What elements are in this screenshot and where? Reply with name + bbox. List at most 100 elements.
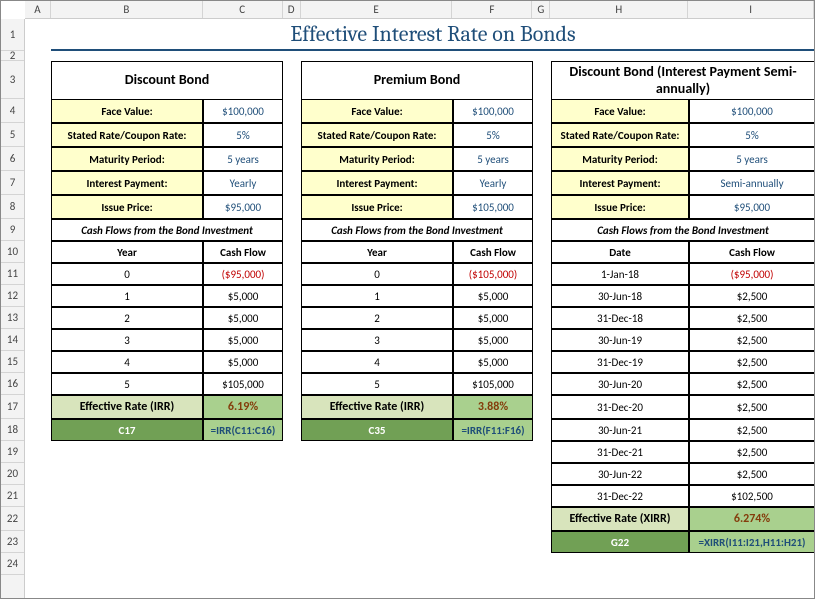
semi-formula[interactable]: =XIRR(I11:I21,H11:H21) [689, 531, 815, 553]
semi-cf-period[interactable]: 31-Dec-22 [551, 485, 689, 507]
discount-prop-value[interactable]: $95,000 [203, 195, 283, 219]
row-header-10[interactable]: 10 [1, 241, 24, 263]
discount-cf-period[interactable]: 2 [51, 307, 203, 329]
semi-cf-value[interactable]: $2,500 [689, 373, 815, 395]
premium-prop-value[interactable]: $100,000 [453, 99, 533, 123]
semi-cf-value[interactable]: $2,500 [689, 419, 815, 441]
discount-cf-value[interactable]: ($95,000) [203, 263, 283, 285]
discount-cf-period[interactable]: 0 [51, 263, 203, 285]
col-header-F[interactable]: F [452, 1, 532, 18]
semi-cf-value[interactable]: $2,500 [689, 395, 815, 419]
row-header-15[interactable]: 15 [1, 351, 24, 373]
semi-cf-period[interactable]: 31-Dec-18 [551, 307, 689, 329]
discount-cf-value[interactable]: $5,000 [203, 351, 283, 373]
semi-cf-period[interactable]: 31-Dec-19 [551, 351, 689, 373]
row-header-13[interactable]: 13 [1, 307, 24, 329]
row-header-20[interactable]: 20 [1, 463, 24, 485]
semi-cf-value[interactable]: $2,500 [689, 285, 815, 307]
row-header-22[interactable]: 22 [1, 507, 24, 531]
col-header-G[interactable]: G [532, 1, 550, 18]
grid-area[interactable]: Effective Interest Rate on BondsDiscount… [25, 19, 814, 598]
semi-prop-value[interactable]: 5% [689, 123, 815, 147]
row-header-14[interactable]: 14 [1, 329, 24, 351]
row-header-5[interactable]: 5 [1, 123, 24, 147]
row-header-7[interactable]: 7 [1, 171, 24, 195]
premium-cf-value[interactable]: $5,000 [453, 329, 533, 351]
semi-cf-period[interactable]: 30-Jun-19 [551, 329, 689, 351]
semi-cf-value[interactable]: $2,500 [689, 351, 815, 373]
semi-prop-value[interactable]: Semi-annually [689, 171, 815, 195]
semi-cf-period[interactable]: 1-Jan-18 [551, 263, 689, 285]
premium-cf-period[interactable]: 1 [301, 285, 453, 307]
premium-cf-value[interactable]: ($105,000) [453, 263, 533, 285]
discount-prop-value[interactable]: 5% [203, 123, 283, 147]
semi-cf-period[interactable]: 30-Jun-18 [551, 285, 689, 307]
semi-prop-value[interactable]: $100,000 [689, 99, 815, 123]
col-header-B[interactable]: B [51, 1, 203, 18]
premium-cf-period[interactable]: 0 [301, 263, 453, 285]
row-header-11[interactable]: 11 [1, 263, 24, 285]
row-header-19[interactable]: 19 [1, 441, 24, 463]
semi-cf-period[interactable]: 30-Jun-21 [551, 419, 689, 441]
premium-prop-value[interactable]: 5 years [453, 147, 533, 171]
premium-prop-value[interactable]: $105,000 [453, 195, 533, 219]
discount-cf-value[interactable]: $5,000 [203, 285, 283, 307]
col-header-A[interactable]: A [25, 1, 51, 18]
semi-cf-period[interactable]: 31-Dec-21 [551, 441, 689, 463]
premium-formula[interactable]: =IRR(F11:F16) [453, 419, 533, 441]
discount-prop-value[interactable]: Yearly [203, 171, 283, 195]
premium-cf-value[interactable]: $5,000 [453, 307, 533, 329]
row-header-23[interactable]: 23 [1, 531, 24, 553]
premium-prop-value[interactable]: 5% [453, 123, 533, 147]
discount-cf-period[interactable]: 1 [51, 285, 203, 307]
row-header-4[interactable]: 4 [1, 99, 24, 123]
row-header-9[interactable]: 9 [1, 219, 24, 241]
semi-cf-value[interactable]: $2,500 [689, 329, 815, 351]
col-header-H[interactable]: H [550, 1, 688, 18]
discount-cf-value[interactable]: $5,000 [203, 329, 283, 351]
semi-cf-period[interactable]: 30-Jun-20 [551, 373, 689, 395]
premium-cf-value[interactable]: $5,000 [453, 351, 533, 373]
semi-cf-value[interactable]: $2,500 [689, 463, 815, 485]
row-header-2[interactable]: 2 [1, 51, 24, 61]
row-header-21[interactable]: 21 [1, 485, 24, 507]
discount-cf-value[interactable]: $5,000 [203, 307, 283, 329]
discount-cf-period[interactable]: 5 [51, 373, 203, 395]
row-header-8[interactable]: 8 [1, 195, 24, 219]
discount-prop-value[interactable]: 5 years [203, 147, 283, 171]
discount-cf-period[interactable]: 4 [51, 351, 203, 373]
semi-prop-value[interactable]: $95,000 [689, 195, 815, 219]
semi-cf-period[interactable]: 31-Dec-20 [551, 395, 689, 419]
col-header-I[interactable]: I [688, 1, 814, 18]
semi-cf-period[interactable]: 30-Jun-22 [551, 463, 689, 485]
premium-cf-period[interactable]: 5 [301, 373, 453, 395]
premium-cf-value[interactable]: $5,000 [453, 285, 533, 307]
row-header-18[interactable]: 18 [1, 419, 24, 441]
row-header-1[interactable]: 1 [1, 19, 24, 51]
semi-cf-value[interactable]: $2,500 [689, 307, 815, 329]
row-header-16[interactable]: 16 [1, 373, 24, 395]
discount-prop-value[interactable]: $100,000 [203, 99, 283, 123]
semi-cf-value[interactable]: $102,500 [689, 485, 815, 507]
row-header-12[interactable]: 12 [1, 285, 24, 307]
discount-cf-value[interactable]: $105,000 [203, 373, 283, 395]
row-header-24[interactable]: 24 [1, 553, 24, 575]
semi-prop-value[interactable]: 5 years [689, 147, 815, 171]
premium-cf-period[interactable]: 4 [301, 351, 453, 373]
premium-cf-period[interactable]: 2 [301, 307, 453, 329]
premium-prop-value[interactable]: Yearly [453, 171, 533, 195]
row-header-17[interactable]: 17 [1, 395, 24, 419]
premium-cf-period[interactable]: 3 [301, 329, 453, 351]
col-header-E[interactable]: E [301, 1, 453, 18]
discount-formula[interactable]: =IRR(C11:C16) [203, 419, 283, 441]
semi-cf-value[interactable]: ($95,000) [689, 263, 815, 285]
semi-eff-value[interactable]: 6.274% [689, 507, 815, 531]
col-header-C[interactable]: C [203, 1, 283, 18]
col-header-D[interactable]: D [283, 1, 301, 18]
premium-cf-value[interactable]: $105,000 [453, 373, 533, 395]
discount-cf-period[interactable]: 3 [51, 329, 203, 351]
row-header-3[interactable]: 3 [1, 61, 24, 99]
row-header-6[interactable]: 6 [1, 147, 24, 171]
discount-eff-value[interactable]: 6.19% [203, 395, 283, 419]
premium-eff-value[interactable]: 3.88% [453, 395, 533, 419]
